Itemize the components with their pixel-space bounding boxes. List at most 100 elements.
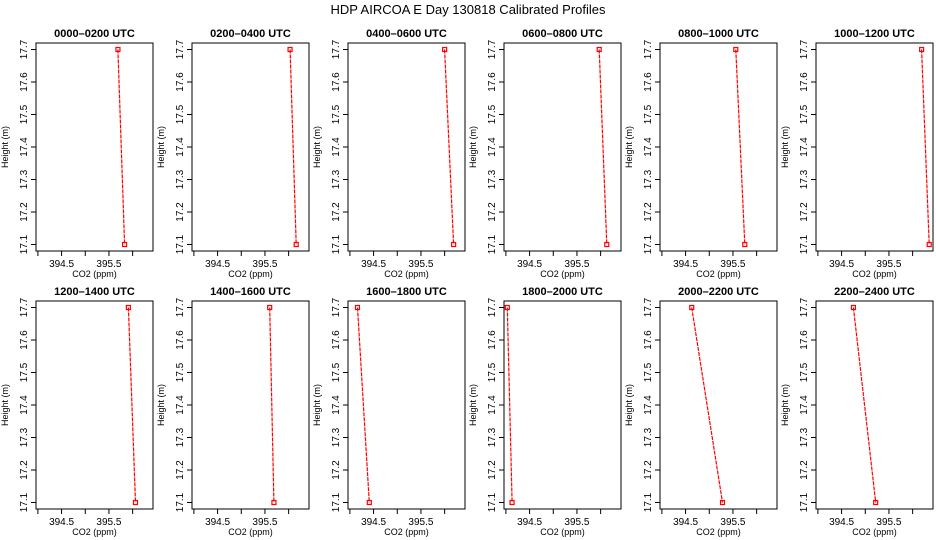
panel-11: 2200–2400 UTC 394.5 395.5 17.1 17.2 17.3 17.4 1…	[780, 286, 934, 537]
y-axis-label: Height (m)	[624, 384, 634, 426]
x-tick-label: 395.5	[564, 259, 589, 270]
y-tick-label: 17.6	[19, 330, 30, 350]
panel-3: 0600–0800 UTC 394.5 395.5 17.1 17.2 17.3 17.4 1…	[468, 28, 622, 279]
y-axis-label: Height (m)	[624, 126, 634, 168]
y-tick-label: 17.6	[799, 72, 810, 92]
x-tick-label: 394.5	[517, 259, 542, 270]
x-axis-label: CO2 (ppm)	[72, 269, 117, 279]
data-point	[271, 499, 277, 506]
y-tick-label: 17.5	[487, 362, 498, 382]
y-axis-label: Height (m)	[780, 126, 790, 168]
y-tick-label: 17.3	[799, 427, 810, 447]
x-tick-label: 394.5	[829, 517, 854, 528]
x-tick-label: 395.5	[876, 517, 901, 528]
y-tick-label: 17.7	[175, 39, 186, 59]
y-tick-label: 17.1	[799, 492, 810, 512]
data-point	[125, 304, 131, 311]
panel-9: 1800–2000 UTC 394.5 395.5 17.1 17.2 17.3 17.4 1…	[468, 286, 622, 537]
y-tick-label: 17.1	[175, 492, 186, 512]
y-tick-label: 17.2	[19, 460, 30, 480]
x-axis-label: CO2 (ppm)	[852, 269, 897, 279]
x-axis-label: CO2 (ppm)	[696, 269, 741, 279]
x-tick-label: 395.5	[408, 259, 433, 270]
y-tick-label: 17.2	[487, 202, 498, 222]
x-axis-label: CO2 (ppm)	[384, 269, 429, 279]
x-tick-label: 395.5	[876, 259, 901, 270]
data-point	[504, 304, 510, 311]
panel-title: 2000–2200 UTC	[678, 286, 759, 298]
y-tick-label: 17.4	[19, 137, 30, 157]
panel-title: 0400–0600 UTC	[366, 28, 447, 40]
y-tick-label: 17.5	[19, 362, 30, 382]
y-tick-label: 17.5	[175, 362, 186, 382]
data-point	[509, 499, 515, 506]
x-tick-label: 394.5	[517, 517, 542, 528]
y-axis-label: Height (m)	[312, 126, 322, 168]
y-tick-label: 17.7	[799, 39, 810, 59]
x-tick-label: 394.5	[829, 259, 854, 270]
figure-title: HDP AIRCOA E Day 130818 Calibrated Profi…	[330, 2, 606, 17]
y-tick-label: 17.7	[643, 39, 654, 59]
data-point	[742, 241, 748, 248]
panel-title: 2200–2400 UTC	[834, 286, 915, 298]
data-point	[733, 46, 739, 53]
panel-1: 0200–0400 UTC 394.5 395.5 17.1 17.2 17.3 17.4 1…	[156, 28, 310, 279]
y-tick-label: 17.4	[487, 395, 498, 415]
y-tick-label: 17.5	[799, 104, 810, 124]
panel-title: 1000–1200 UTC	[834, 28, 915, 40]
x-tick-label: 394.5	[673, 517, 698, 528]
data-point	[873, 499, 879, 506]
y-axis-label: Height (m)	[156, 384, 166, 426]
y-tick-label: 17.2	[175, 460, 186, 480]
data-point	[596, 46, 602, 53]
y-tick-label: 17.4	[643, 395, 654, 415]
panel-4: 0800–1000 UTC 394.5 395.5 17.1 17.2 17.3 17.4 1…	[624, 28, 778, 279]
y-tick-label: 17.6	[487, 330, 498, 350]
y-tick-label: 17.6	[799, 330, 810, 350]
y-tick-label: 17.7	[487, 39, 498, 59]
series-line	[852, 307, 877, 503]
panel-5: 1000–1200 UTC 394.5 395.5 17.1 17.2 17.3 17.4 1…	[780, 28, 934, 279]
y-tick-label: 17.6	[175, 330, 186, 350]
y-tick-label: 17.1	[175, 234, 186, 254]
y-axis-label: Height (m)	[0, 126, 10, 168]
y-tick-label: 17.6	[643, 72, 654, 92]
x-tick-label: 394.5	[205, 517, 230, 528]
data-point	[366, 499, 372, 506]
y-tick-label: 17.3	[175, 427, 186, 447]
y-tick-label: 17.7	[19, 39, 30, 59]
series-line	[356, 307, 370, 503]
y-tick-label: 17.2	[487, 460, 498, 480]
data-point	[132, 499, 139, 506]
y-tick-label: 17.1	[487, 234, 498, 254]
y-axis-label: Height (m)	[312, 384, 322, 426]
y-tick-label: 17.2	[19, 202, 30, 222]
y-axis-label: Height (m)	[156, 126, 166, 168]
x-tick-label: 395.5	[720, 259, 745, 270]
y-tick-label: 17.6	[487, 72, 498, 92]
panel-2: 0400–0600 UTC 394.5 395.5 17.1 17.2 17.3 17.4 1…	[312, 28, 466, 279]
y-tick-label: 17.5	[175, 104, 186, 124]
x-tick-label: 394.5	[361, 517, 386, 528]
y-tick-label: 17.3	[331, 427, 342, 447]
data-point	[121, 241, 128, 248]
series-line	[506, 307, 513, 503]
x-axis-label: CO2 (ppm)	[228, 269, 273, 279]
y-tick-label: 17.2	[331, 202, 342, 222]
y-tick-label: 17.6	[643, 330, 654, 350]
y-tick-label: 17.2	[799, 202, 810, 222]
y-tick-label: 17.7	[487, 297, 498, 317]
y-tick-label: 17.2	[175, 202, 186, 222]
x-axis-label: CO2 (ppm)	[696, 527, 741, 537]
x-tick-label: 395.5	[564, 517, 589, 528]
series-line	[444, 49, 455, 245]
y-tick-label: 17.4	[19, 395, 30, 415]
panel-title: 0200–0400 UTC	[210, 28, 291, 40]
x-tick-label: 394.5	[673, 259, 698, 270]
y-tick-label: 17.2	[643, 460, 654, 480]
y-tick-label: 17.4	[175, 137, 186, 157]
y-tick-label: 17.3	[331, 169, 342, 189]
y-tick-label: 17.7	[643, 297, 654, 317]
